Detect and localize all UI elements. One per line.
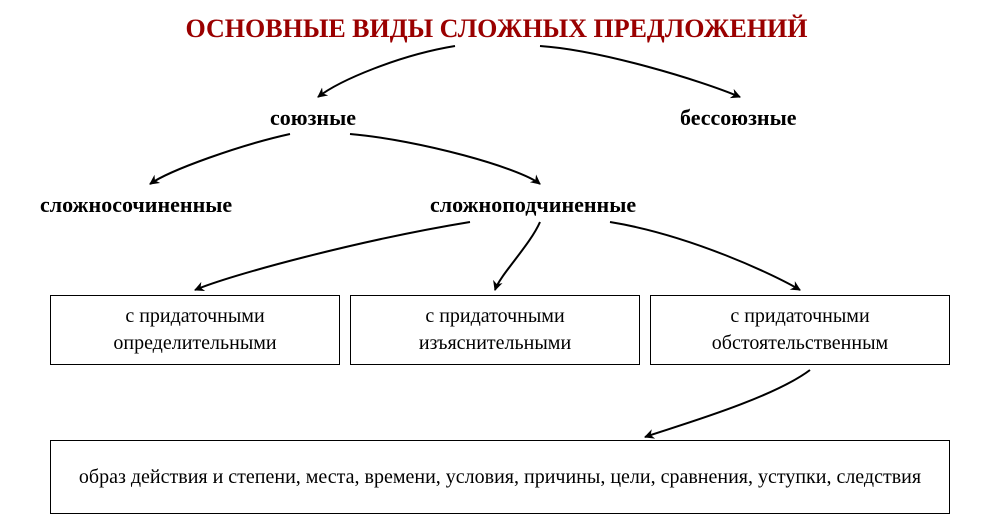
node-box-adverbial-list: образ действия и степени, места, времени… (50, 440, 950, 514)
node-soyuznye: союзные (270, 105, 356, 131)
diagram-canvas: { "diagram": { "type": "tree", "backgrou… (0, 0, 993, 529)
node-spc: сложноподчиненные (430, 192, 636, 218)
node-bessoyuznye: бессоюзные (680, 105, 797, 131)
node-ssc: сложносочиненные (40, 192, 232, 218)
node-box-obstoyat: с придаточными обстоятельственным (650, 295, 950, 365)
node-box-izyasnit: с придаточными изъяснительными (350, 295, 640, 365)
node-box-opredelit: с придаточными определительными (50, 295, 340, 365)
diagram-title: ОСНОВНЫЕ ВИДЫ СЛОЖНЫХ ПРЕДЛОЖЕНИЙ (0, 14, 993, 44)
